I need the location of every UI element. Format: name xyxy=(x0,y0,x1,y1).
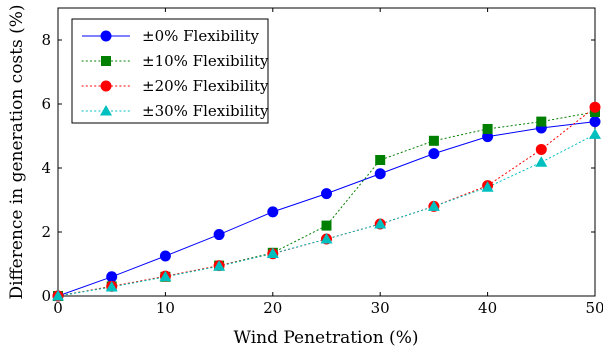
plot-frame xyxy=(57,7,596,297)
data-point-series-2 xyxy=(375,155,386,165)
series-markers xyxy=(52,101,601,302)
series-line-2 xyxy=(57,111,596,297)
x-tick-label: 50 xyxy=(585,299,603,317)
data-point-series-1 xyxy=(213,229,225,241)
data-point-series-4 xyxy=(589,128,601,139)
data-point-series-1 xyxy=(321,188,332,200)
data-point-series-4 xyxy=(213,260,226,271)
legend-label-2: ±10% Flexibility xyxy=(142,52,269,70)
data-point-series-2 xyxy=(428,135,439,146)
series-line-4 xyxy=(57,133,596,297)
data-point-series-4 xyxy=(320,233,333,244)
x-tick-label: 0 xyxy=(53,299,63,317)
x-axis-label: Wind Penetration (%) xyxy=(234,328,419,348)
y-tick-label: 6 xyxy=(41,95,51,113)
legend: ±0% Flexibility ±10% Flexibility ±20% Flex… xyxy=(71,18,269,124)
data-point-series-3 xyxy=(535,143,547,155)
legend-label-3: ±20% Flexibility xyxy=(142,77,269,95)
legend-label-1: ±0% Flexibility xyxy=(142,27,259,45)
legend-label-4: ±30% Flexibility xyxy=(142,102,269,120)
data-point-series-2 xyxy=(536,116,547,127)
data-point-series-1 xyxy=(428,148,440,160)
y-tick-label: 2 xyxy=(41,223,51,241)
data-point-series-1 xyxy=(267,206,279,218)
x-tick-label: 30 xyxy=(371,299,390,317)
data-point-series-4 xyxy=(481,181,494,192)
data-point-series-4 xyxy=(427,200,440,211)
legend-marker-2 xyxy=(101,56,111,66)
data-point-series-4 xyxy=(374,218,387,229)
data-point-series-4 xyxy=(535,156,548,167)
y-tick-label: 8 xyxy=(41,31,51,49)
data-point-series-1 xyxy=(159,250,171,262)
legend-marker-1 xyxy=(100,30,112,42)
y-axis-label: Difference in generation costs (%) xyxy=(7,4,27,299)
legend-marker-3 xyxy=(100,80,112,92)
legend-marker-4 xyxy=(100,105,112,116)
data-point-series-1 xyxy=(589,116,601,128)
data-point-series-4 xyxy=(52,290,64,301)
data-point-series-4 xyxy=(266,247,279,258)
y-tick-label: 4 xyxy=(41,159,51,177)
series-line-3 xyxy=(57,106,596,297)
data-point-series-1 xyxy=(106,271,118,283)
data-point-series-1 xyxy=(374,168,386,180)
data-point-series-2 xyxy=(482,123,493,134)
x-tick-label: 20 xyxy=(263,299,282,317)
series-line-1 xyxy=(57,121,596,297)
data-point-series-4 xyxy=(105,281,118,292)
x-tick-label: 10 xyxy=(156,299,175,317)
data-point-series-4 xyxy=(159,270,172,282)
x-tick-label: 40 xyxy=(478,299,497,317)
y-tick-label: 0 xyxy=(41,287,51,305)
data-point-series-2 xyxy=(321,220,332,231)
series-lines xyxy=(57,106,596,297)
data-point-series-3 xyxy=(589,101,601,113)
